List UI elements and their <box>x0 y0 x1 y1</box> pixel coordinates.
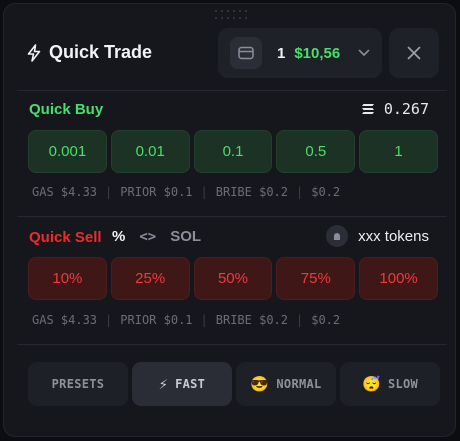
total-fee: $0.2 <box>311 185 341 199</box>
bribe-fee: BRIBE $0.2 <box>215 313 288 327</box>
divider <box>17 90 447 91</box>
slow-label: SLOW <box>387 377 419 391</box>
slow-preset-button[interactable]: 😴 SLOW <box>340 362 440 406</box>
close-icon <box>407 46 421 60</box>
buy-amount-button[interactable]: 1 <box>359 130 438 173</box>
priority-fee: PRIOR $0.1 <box>120 185 193 199</box>
buy-amount-button[interactable]: 0.1 <box>193 130 273 173</box>
wallet-icon <box>230 37 262 69</box>
sleepy-face-icon: 😴 <box>361 374 381 393</box>
sell-amount-row: 10% 25% 50% 75% 100% <box>28 257 438 300</box>
quick-buy-label: Quick Buy <box>29 101 104 118</box>
chevron-down-icon <box>358 49 370 56</box>
fee-divider: | <box>105 313 113 327</box>
code-icon[interactable]: <> <box>139 228 157 245</box>
bribe-fee: BRIBE $0.2 <box>215 185 288 199</box>
sell-amount-button[interactable]: 25% <box>110 257 190 300</box>
panel-title: Quick Trade <box>49 42 153 62</box>
buy-amount-button[interactable]: 0.001 <box>28 130 107 173</box>
panel-header: Quick Trade <box>26 42 152 63</box>
presets-label: PRESETS <box>51 377 105 391</box>
token-balance-value: xxx tokens <box>358 227 429 245</box>
divider <box>17 216 447 217</box>
fee-divider: | <box>200 313 208 327</box>
wallet-balance: $10,56 <box>294 44 341 62</box>
lightning-icon <box>27 43 41 62</box>
solana-balance: 0.267 <box>361 100 429 118</box>
fee-divider: | <box>200 185 208 199</box>
lightning-icon: ⚡ <box>158 374 169 393</box>
token-balance: xxx tokens <box>326 225 429 247</box>
sell-percent-option[interactable]: % <box>112 228 126 245</box>
divider <box>17 344 447 345</box>
sell-amount-button[interactable]: 10% <box>28 257 107 300</box>
solana-balance-value: 0.267 <box>383 100 429 118</box>
sell-amount-button[interactable]: 75% <box>276 257 356 300</box>
fee-divider: | <box>296 313 304 327</box>
sell-sol-option[interactable]: SOL <box>170 228 202 245</box>
buy-amount-row: 0.001 0.01 0.1 0.5 1 <box>28 130 438 173</box>
gas-fee: GAS $4.33 <box>32 185 98 199</box>
fee-divider: | <box>296 185 304 199</box>
wallet-selector[interactable]: 1 $10,56 <box>218 28 382 78</box>
solana-icon <box>361 104 374 114</box>
quick-trade-panel: Quick Trade 1 $10,56 Quick Buy 0.267 0.0… <box>3 3 456 437</box>
quick-sell-label: Quick Sell <box>29 229 102 246</box>
wallet-count: 1 <box>277 44 286 62</box>
normal-label: NORMAL <box>276 377 322 391</box>
buy-amount-button[interactable]: 0.5 <box>276 130 356 173</box>
fast-preset-button[interactable]: ⚡ FAST <box>132 362 232 406</box>
fee-divider: | <box>105 185 113 199</box>
sell-amount-button[interactable]: 50% <box>193 257 273 300</box>
priority-fee: PRIOR $0.1 <box>120 313 193 327</box>
sell-mode-options: % <> SOL <box>112 228 201 245</box>
total-fee: $0.2 <box>311 313 341 327</box>
sell-fee-info: GAS $4.33 | PRIOR $0.1 | BRIBE $0.2 | $0… <box>32 313 340 327</box>
close-button[interactable] <box>389 28 439 78</box>
drag-handle[interactable] <box>215 10 251 20</box>
buy-fee-info: GAS $4.33 | PRIOR $0.1 | BRIBE $0.2 | $0… <box>32 185 340 199</box>
token-icon <box>326 225 349 247</box>
sunglasses-face-icon: 😎 <box>250 374 270 393</box>
gas-fee: GAS $4.33 <box>32 313 98 327</box>
buy-amount-button[interactable]: 0.01 <box>110 130 190 173</box>
presets-button[interactable]: PRESETS <box>28 362 128 406</box>
normal-preset-button[interactable]: 😎 NORMAL <box>236 362 336 406</box>
preset-row: PRESETS ⚡ FAST 😎 NORMAL 😴 SLOW <box>28 362 440 406</box>
sell-amount-button[interactable]: 100% <box>359 257 438 300</box>
fast-label: FAST <box>175 377 206 391</box>
